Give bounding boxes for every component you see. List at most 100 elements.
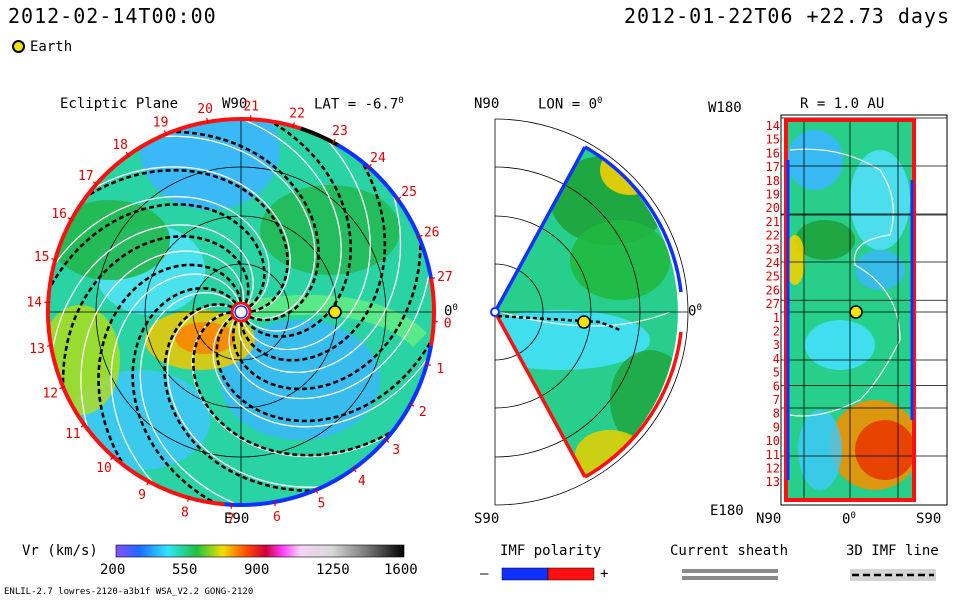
ecliptic-title: Ecliptic Plane (60, 96, 179, 112)
ecliptic-panel: 20 21 222324252627012345678910111213141516… (26, 99, 453, 527)
radial-zero-label: 00 (842, 511, 856, 528)
radial-y-tick-label: 1 (773, 311, 780, 325)
carrington-tick (273, 499, 276, 507)
meridional-panel (490, 118, 689, 506)
current-sheath-legend (682, 569, 778, 580)
radial-y-tick-label: 3 (773, 338, 780, 352)
date-left: 2012-02-14T00:00 (8, 4, 217, 28)
earth-marker-radial (849, 305, 863, 319)
carrington-tick-label: 17 (78, 169, 94, 184)
carrington-tick-label: 25 (401, 185, 417, 200)
radial-y-tick-label: 23 (766, 242, 780, 256)
ecliptic-polarity-arc (46, 117, 302, 507)
carrington-tick-label: 23 (332, 124, 348, 139)
earth-marker-icon (12, 40, 25, 53)
radial-panel: 1415161718192021222324252627123456789101… (766, 114, 948, 506)
radial-y-tick-label: 15 (766, 133, 780, 147)
colorbar-label: Vr (km/s) (22, 543, 98, 559)
carrington-tick-label: 4 (358, 474, 366, 489)
radial-y-tick-label: 9 (773, 420, 780, 434)
carrington-tick (51, 258, 58, 261)
ecliptic-zero-label: 00 (444, 303, 458, 320)
radial-y-tick-label: 26 (766, 283, 780, 297)
ecliptic-e90-label: E90 (224, 511, 250, 527)
legend-earth-label: Earth (30, 39, 73, 55)
radial-s90-label: S90 (916, 511, 942, 527)
imf-field-line (191, 310, 434, 457)
date-right: 2012-01-22T06 +22.73 days (623, 4, 950, 28)
current-sheath-label: Current sheath (670, 543, 789, 559)
carrington-tick (125, 151, 130, 158)
carrington-tick-label: 19 (153, 115, 169, 130)
radial-title: R = 1.0 AU (800, 96, 885, 112)
carrington-tick-label: 22 (289, 107, 305, 122)
radial-y-tick-label: 24 (766, 256, 780, 270)
ecliptic-polarity-arc (429, 278, 436, 346)
current-sheath-line (48, 195, 270, 322)
radial-y-tick-label: 17 (766, 160, 780, 174)
carrington-tick (187, 495, 190, 502)
radial-y-tick-label: 12 (766, 462, 780, 476)
carrington-tick (59, 385, 66, 390)
radial-y-tick-label: 22 (766, 229, 780, 243)
imf-field-line (111, 130, 320, 322)
current-sheath-line (49, 224, 254, 414)
current-sheath-line (100, 135, 316, 320)
imf-field-line (48, 168, 289, 313)
imf-field-line (61, 234, 250, 448)
carrington-tick-label: 20 (197, 102, 213, 117)
carrington-tick-label: 6 (273, 510, 281, 525)
current-sheath-line (48, 166, 291, 313)
carrington-tick-label: 1 (436, 362, 444, 377)
colorbar-tick: 1250 (316, 562, 350, 578)
radial-y-tick-label: 11 (766, 448, 780, 462)
ecliptic-polarity-arc (300, 126, 339, 147)
imf-polarity-label: IMF polarity (500, 543, 602, 559)
carrington-tick (80, 423, 87, 428)
carrington-tick (428, 277, 436, 280)
carrington-tick-label: 8 (181, 505, 189, 520)
imf-field-line (97, 263, 243, 505)
radial-y-tick-label: 25 (766, 270, 780, 284)
radial-n90-label: N90 (756, 511, 782, 527)
carrington-tick (92, 181, 99, 187)
imf-line-legend (850, 569, 936, 581)
current-sheath-line (228, 209, 433, 400)
carrington-tick (395, 196, 402, 201)
vr-colorbar (115, 544, 405, 558)
carrington-tick (416, 234, 423, 239)
carrington-tick-label: 3 (392, 443, 400, 458)
radial-y-tick-label: 14 (766, 119, 780, 133)
ecliptic-w90-label: W90 (222, 96, 248, 112)
carrington-tick (383, 437, 390, 443)
current-sheath-line (110, 273, 240, 505)
carrington-tick-label: 27 (437, 270, 453, 285)
imf-polarity-legend (501, 567, 595, 581)
carrington-tick-label: 10 (96, 461, 112, 476)
radial-y-tick-label: 18 (766, 174, 780, 188)
carrington-tick (352, 466, 357, 473)
radial-y-tick-label: 8 (773, 407, 780, 421)
carrington-tick (146, 479, 151, 486)
current-sheath-line (166, 304, 383, 488)
carrington-tick-label: 18 (112, 138, 128, 153)
carrington-tick (163, 130, 168, 137)
radial-y-tick-label: 20 (766, 201, 780, 215)
carrington-tick (67, 217, 74, 222)
imf-line-label: 3D IMF line (846, 543, 939, 559)
radial-y-tick-label: 4 (773, 352, 780, 366)
radial-y-tick-label: 13 (766, 475, 780, 489)
meridional-lon-label: LON = 00 (538, 96, 603, 113)
carrington-tick (314, 487, 319, 494)
carrington-tick-label: 14 (26, 296, 42, 311)
ecliptic-polarity-arc (224, 345, 434, 507)
radial-y-tick-label: 16 (766, 146, 780, 160)
radial-e180-label: E180 (710, 503, 744, 519)
carrington-tick-label: 15 (34, 250, 50, 265)
radial-y-tick-label: 6 (773, 379, 780, 393)
carrington-tick-label: 2 (419, 405, 427, 420)
radial-w180-label: W180 (708, 100, 742, 116)
radial-y-tick-label: 27 (766, 297, 780, 311)
model-info: ENLIL-2.7 lowres-2120-a3b1f WSA_V2.2 GON… (4, 587, 254, 597)
